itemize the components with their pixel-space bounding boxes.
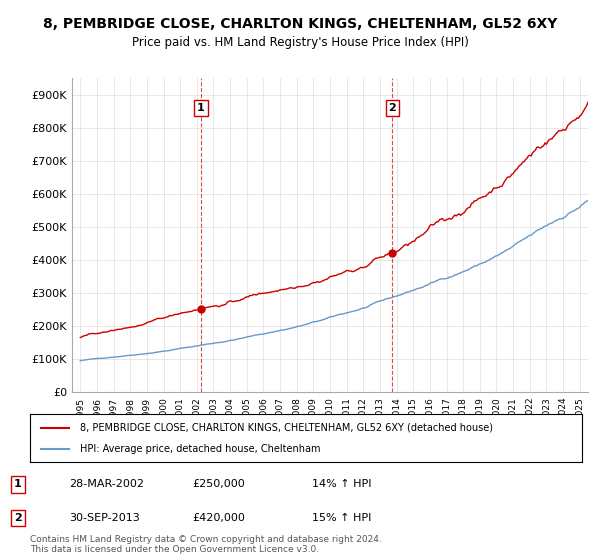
Text: £250,000: £250,000 xyxy=(192,479,245,489)
Text: 8, PEMBRIDGE CLOSE, CHARLTON KINGS, CHELTENHAM, GL52 6XY: 8, PEMBRIDGE CLOSE, CHARLTON KINGS, CHEL… xyxy=(43,17,557,31)
Text: Contains HM Land Registry data © Crown copyright and database right 2024.: Contains HM Land Registry data © Crown c… xyxy=(30,535,382,544)
Text: 1: 1 xyxy=(14,479,22,489)
Text: 30-SEP-2013: 30-SEP-2013 xyxy=(69,513,140,523)
Text: 15% ↑ HPI: 15% ↑ HPI xyxy=(312,513,371,523)
Text: 2: 2 xyxy=(14,513,22,523)
Text: 14% ↑ HPI: 14% ↑ HPI xyxy=(312,479,371,489)
Text: 8, PEMBRIDGE CLOSE, CHARLTON KINGS, CHELTENHAM, GL52 6XY (detached house): 8, PEMBRIDGE CLOSE, CHARLTON KINGS, CHEL… xyxy=(80,423,493,433)
Text: This data is licensed under the Open Government Licence v3.0.: This data is licensed under the Open Gov… xyxy=(30,545,319,554)
Text: 1: 1 xyxy=(197,103,205,113)
Text: 28-MAR-2002: 28-MAR-2002 xyxy=(69,479,144,489)
Text: 2: 2 xyxy=(389,103,396,113)
Text: HPI: Average price, detached house, Cheltenham: HPI: Average price, detached house, Chel… xyxy=(80,444,320,454)
Text: £420,000: £420,000 xyxy=(192,513,245,523)
Text: Price paid vs. HM Land Registry's House Price Index (HPI): Price paid vs. HM Land Registry's House … xyxy=(131,36,469,49)
